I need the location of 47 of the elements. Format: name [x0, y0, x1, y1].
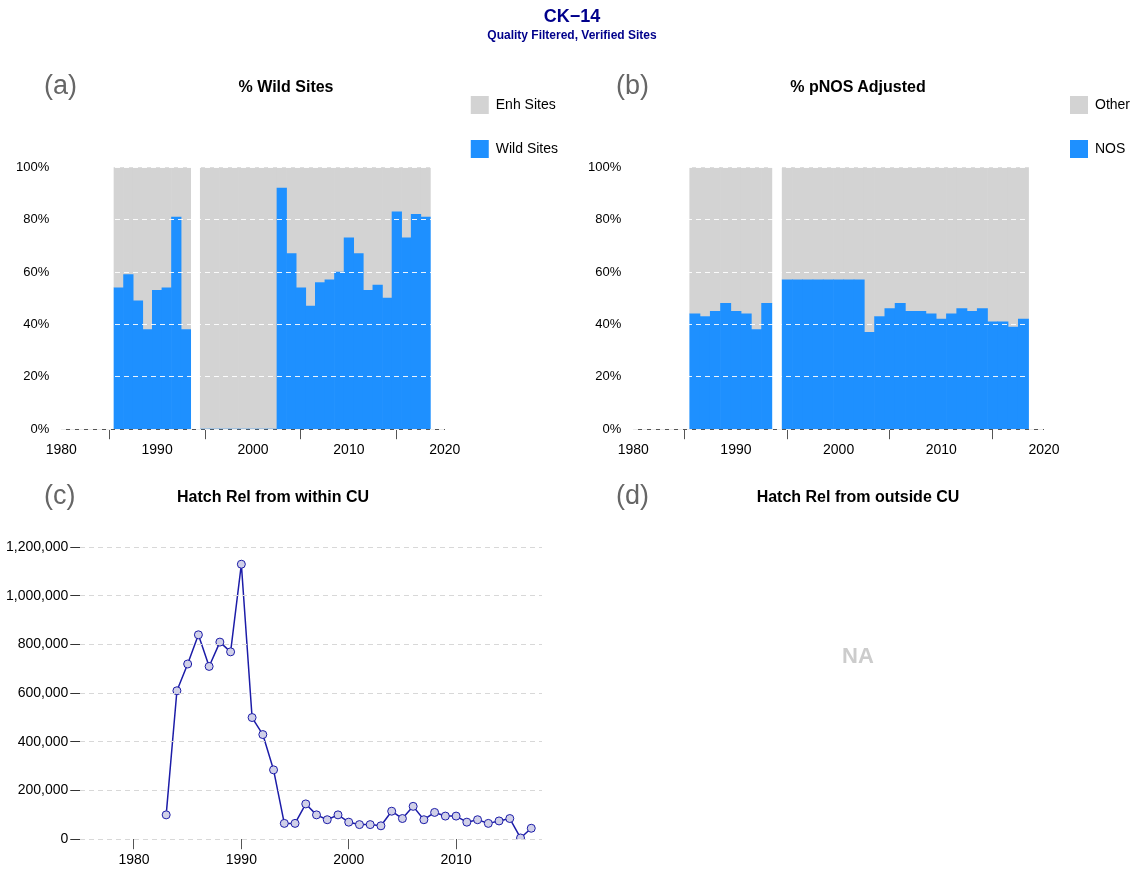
y-tick-label: 1,000,000 — [5, 586, 69, 603]
legend-label: Wild Sites — [495, 139, 558, 156]
x-tick-label: 2020 — [429, 441, 461, 458]
x-tick-label: 2000 — [333, 851, 365, 868]
x-tick-label: 2000 — [237, 441, 269, 458]
y-tick-label: 80% — [595, 211, 622, 227]
x-tick-label: 1990 — [720, 441, 752, 458]
y-tick-label: 80% — [23, 211, 50, 227]
chart-title: Hatch Rel from within CU — [176, 488, 370, 506]
y-tick-label: 0% — [602, 420, 622, 436]
y-tick-label: 100% — [588, 158, 622, 174]
text: (d) — [616, 480, 649, 511]
legend-label: NOS — [1094, 139, 1126, 156]
text: (b) — [616, 70, 649, 101]
y-tick-label: 200,000 — [17, 781, 69, 798]
chart-title: % Wild Sites — [238, 78, 334, 96]
y-tick-label: 600,000 — [17, 684, 69, 701]
y-tick-label: 100% — [16, 158, 50, 174]
y-tick-label: 20% — [23, 368, 50, 384]
y-tick-label: 1,200,000 — [5, 538, 69, 555]
x-tick-label: 2010 — [925, 441, 958, 458]
text: (a) — [44, 70, 77, 101]
y-tick-label: 60% — [23, 263, 50, 279]
y-tick-label: 0% — [30, 420, 50, 436]
y-tick-label: 20% — [595, 368, 622, 384]
x-tick-label: 2010 — [333, 441, 365, 458]
text: (c) — [44, 480, 76, 511]
text: Hatch Rel from outside CU — [756, 488, 960, 505]
text: CK−14 — [542, 6, 602, 27]
y-tick-label: 400,000 — [17, 732, 69, 749]
y-tick-label: 40% — [595, 315, 622, 331]
y-tick-label: 0 — [60, 830, 69, 847]
text: Quality Filtered, Verified Sites — [486, 28, 658, 42]
x-tick-label: 1980 — [617, 441, 650, 458]
x-tick-label: 1990 — [141, 441, 173, 458]
x-tick-label: 1990 — [225, 851, 258, 868]
y-tick-label: 40% — [23, 315, 50, 331]
x-tick-label: 2010 — [440, 851, 472, 868]
x-tick-label: 2020 — [1028, 441, 1060, 458]
x-tick-label: 1980 — [118, 851, 150, 868]
x-tick-label: 1980 — [45, 441, 78, 458]
x-tick-label: 2000 — [823, 441, 855, 458]
legend-label: Enh Sites — [495, 95, 556, 112]
legend-label: Other — [1094, 95, 1131, 112]
y-tick-label: 800,000 — [17, 635, 69, 652]
y-tick-label: 60% — [595, 263, 622, 279]
chart-title: % pNOS Adjusted — [790, 78, 926, 96]
